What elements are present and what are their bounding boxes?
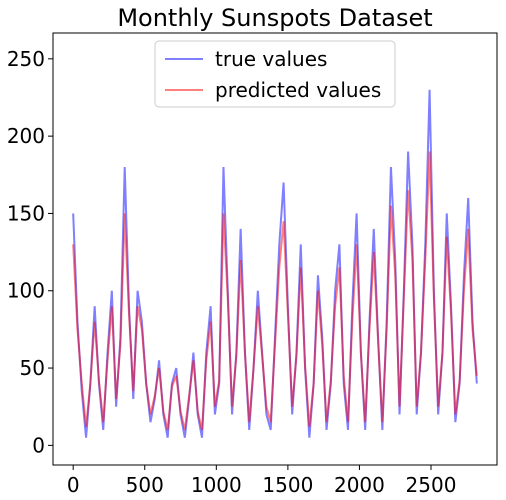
x-tick-label: 1000	[191, 473, 242, 497]
y-tick-label: 100	[7, 279, 45, 303]
x-tick-label: 2500	[406, 473, 457, 497]
plot-frame	[52, 32, 498, 466]
y-tick-label: 250	[7, 47, 45, 71]
legend-label: true values	[215, 47, 327, 71]
series-line	[72, 151, 478, 431]
y-tick-label: 50	[20, 356, 45, 380]
y-tick-label: 150	[7, 201, 45, 225]
y-tick-label: 0	[32, 433, 45, 457]
chart-title: Monthly Sunspots Dataset	[117, 4, 432, 32]
x-tick-label: 1500	[262, 473, 313, 497]
y-tick-label: 200	[7, 124, 45, 148]
x-tick-label: 500	[126, 473, 164, 497]
x-tick-label: 0	[67, 473, 80, 497]
legend-box	[154, 40, 396, 108]
x-tick-label: 2000	[334, 473, 385, 497]
legend-label: predicted values	[215, 78, 381, 102]
